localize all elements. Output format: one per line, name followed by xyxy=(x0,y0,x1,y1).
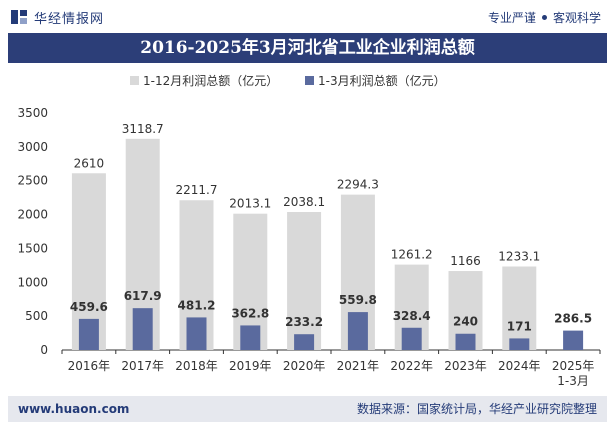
data-label-full-year: 2038.1 xyxy=(283,195,325,209)
slogan: 专业严谨 客观科学 xyxy=(488,9,601,26)
data-label-q1: 171 xyxy=(507,319,532,333)
x-tick-label: 2020年 xyxy=(283,359,326,373)
y-tick-label: 3000 xyxy=(17,140,48,154)
data-label-full-year: 1166 xyxy=(450,254,481,268)
x-tick-label: 2016年 xyxy=(68,359,111,373)
legend-label-0: 1-12月利润总额（亿元） xyxy=(143,73,278,88)
y-tick-label: 3500 xyxy=(17,106,48,120)
bar-q1 xyxy=(240,325,261,350)
bar-chart: 1-12月利润总额（亿元） 1-3月利润总额（亿元） 0 500 1000 1500 200… xyxy=(17,73,601,388)
x-tick-label: 2018年 xyxy=(175,359,218,373)
data-label-q1: 362.8 xyxy=(231,306,269,320)
footer-source: 数据来源：国家统计局，华经产业研究院整理 xyxy=(356,402,597,416)
y-tick-label: 0 xyxy=(40,343,48,357)
bar-q1 xyxy=(132,308,153,350)
data-label-q1: 481.2 xyxy=(178,298,216,312)
footer: www.huaon.com 数据来源：国家统计局，华经产业研究院整理 xyxy=(8,396,607,422)
x-tick-label: 2023年 xyxy=(444,359,487,373)
x-tick-label: 2022年 xyxy=(390,359,433,373)
slogan-left: 专业严谨 xyxy=(487,11,536,25)
brand-logo-icon xyxy=(11,10,27,24)
slogan-right: 客观科学 xyxy=(552,11,601,25)
legend-label-1: 1-3月利润总额（亿元） xyxy=(318,73,446,88)
data-label-full-year: 2013.1 xyxy=(229,197,271,211)
y-tick-label: 2500 xyxy=(17,174,48,188)
data-label-q1: 459.6 xyxy=(70,300,108,314)
data-label-full-year: 2294.3 xyxy=(337,178,379,192)
bar-q1 xyxy=(186,317,207,350)
bar-q1 xyxy=(563,330,584,350)
data-label-q1: 233.2 xyxy=(285,315,323,329)
data-label-full-year: 2211.7 xyxy=(176,183,218,197)
bar-q1 xyxy=(78,318,99,350)
brand-name: 华经情报网 xyxy=(34,11,105,27)
y-tick-label: 1000 xyxy=(17,275,48,289)
data-label-full-year: 3118.7 xyxy=(122,122,164,136)
bar-q1 xyxy=(455,333,476,350)
data-label-full-year: 2610 xyxy=(74,156,105,170)
bar-full-year xyxy=(287,211,322,350)
legend-swatch-0 xyxy=(130,76,139,85)
y-tick-label: 2000 xyxy=(17,208,48,222)
bar-q1 xyxy=(294,334,315,350)
x-tick-label: 2019年 xyxy=(229,359,272,373)
data-label-q1: 617.9 xyxy=(124,289,162,303)
top-bar: 华经情报网 专业严谨 客观科学 xyxy=(0,0,615,34)
y-tick-label: 1500 xyxy=(17,241,48,255)
data-label-full-year: 1261.2 xyxy=(391,248,433,262)
brand: 华经情报网 xyxy=(10,7,104,27)
x-tick-label: 2021年 xyxy=(337,359,380,373)
bar-full-year xyxy=(502,266,537,350)
x-tick-label: 2017年 xyxy=(121,359,164,373)
bar-q1 xyxy=(401,327,422,350)
y-tick-label: 500 xyxy=(25,309,48,323)
bar-q1 xyxy=(347,312,368,350)
x-tick-label: 2024年 xyxy=(498,359,541,373)
bar-q1 xyxy=(509,338,530,350)
legend-swatch-1 xyxy=(305,76,314,85)
data-label-q1: 240 xyxy=(453,315,478,329)
data-label-full-year: 1233.1 xyxy=(498,250,540,264)
chart-title: 2016-2025年3月河北省工业企业利润总额 xyxy=(8,33,607,63)
slogan-dot-icon xyxy=(541,15,547,20)
x-tick-label: 2025年 1-3月 xyxy=(552,359,595,388)
footer-url[interactable]: www.huaon.com xyxy=(18,402,130,416)
data-label-q1: 328.4 xyxy=(393,309,431,323)
data-label-q1: 559.8 xyxy=(339,293,377,307)
data-label-q1: 286.5 xyxy=(554,312,592,326)
